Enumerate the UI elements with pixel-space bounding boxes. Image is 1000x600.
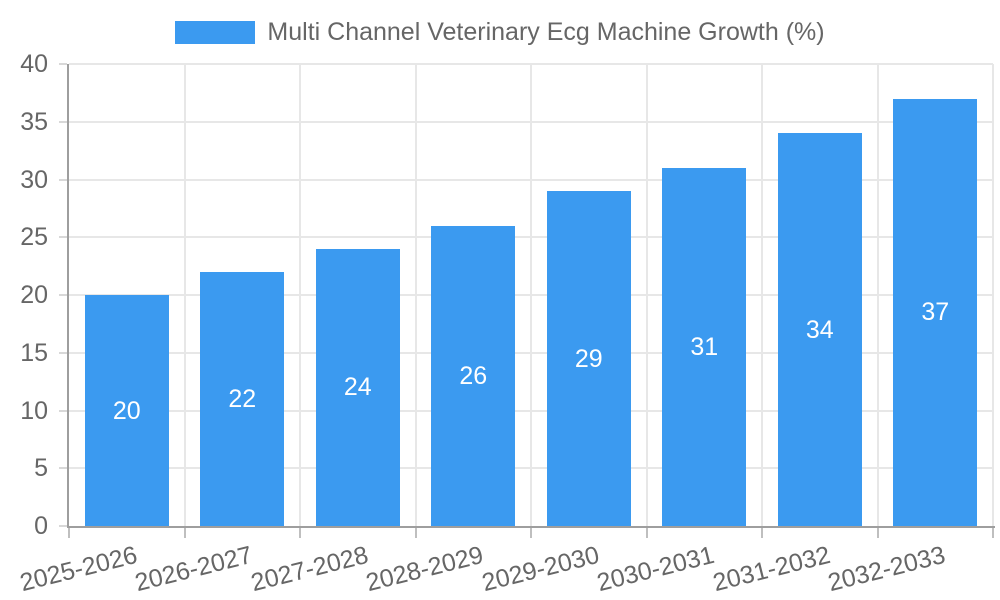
gridline-vertical [530, 64, 532, 526]
gridline-vertical [645, 64, 648, 526]
y-axis-tick [59, 120, 67, 123]
x-axis-tick [183, 528, 186, 538]
bar-value-label: 22 [228, 384, 257, 413]
legend[interactable]: Multi Channel Veterinary Ecg Machine Gro… [0, 18, 1000, 47]
y-axis-tick-label: 15 [20, 338, 48, 367]
x-axis-tick [645, 528, 648, 538]
x-axis-tick [414, 528, 417, 538]
y-axis-tick [59, 467, 67, 470]
gridline-vertical [183, 64, 186, 526]
y-axis-tick-label: 40 [20, 50, 48, 78]
x-axis-tick [68, 528, 70, 538]
bar-value-label: 20 [112, 396, 141, 425]
bar-value-label: 26 [459, 361, 488, 390]
x-axis-tick [530, 528, 532, 538]
legend-label: Multi Channel Veterinary Ecg Machine Gro… [267, 18, 825, 46]
y-axis-tick-label: 20 [20, 281, 48, 309]
bar[interactable] [546, 191, 631, 526]
legend-swatch [175, 21, 256, 44]
gridline-vertical [414, 64, 417, 526]
y-axis-tick [59, 236, 67, 239]
bar[interactable] [431, 225, 516, 526]
x-axis-tick [992, 528, 994, 538]
y-axis-tick-label: 5 [34, 454, 48, 483]
bar[interactable] [200, 271, 285, 526]
y-axis-tick-label: 30 [20, 165, 48, 194]
y-axis-tick-label: 35 [20, 107, 48, 136]
y-axis-tick [59, 294, 67, 296]
bar[interactable] [777, 133, 862, 526]
plot-area [67, 64, 995, 528]
y-axis-tick-label: 10 [20, 396, 48, 425]
x-axis-tick [761, 528, 763, 538]
y-axis-tick [59, 178, 67, 181]
y-axis-tick-label: 25 [20, 223, 48, 252]
bar[interactable] [893, 98, 978, 526]
bar-value-label: 31 [690, 332, 719, 361]
x-axis-tick [299, 528, 301, 538]
y-axis-tick-label: 0 [34, 512, 48, 540]
bar[interactable] [662, 167, 747, 526]
bar[interactable] [84, 295, 169, 526]
bar-value-label: 37 [921, 298, 950, 327]
y-axis-tick [59, 525, 67, 527]
gridline-vertical [876, 64, 879, 526]
bar-value-label: 24 [343, 373, 372, 402]
bar-value-label: 29 [574, 344, 603, 373]
gridline-vertical [992, 64, 994, 526]
y-axis-tick [59, 409, 67, 412]
y-axis-tick [59, 63, 67, 65]
x-axis-tick [876, 528, 879, 538]
gridline-vertical [299, 64, 301, 526]
y-axis-tick [59, 351, 67, 354]
gridline-vertical [761, 64, 763, 526]
bar[interactable] [315, 248, 400, 526]
bar-value-label: 34 [805, 315, 834, 344]
